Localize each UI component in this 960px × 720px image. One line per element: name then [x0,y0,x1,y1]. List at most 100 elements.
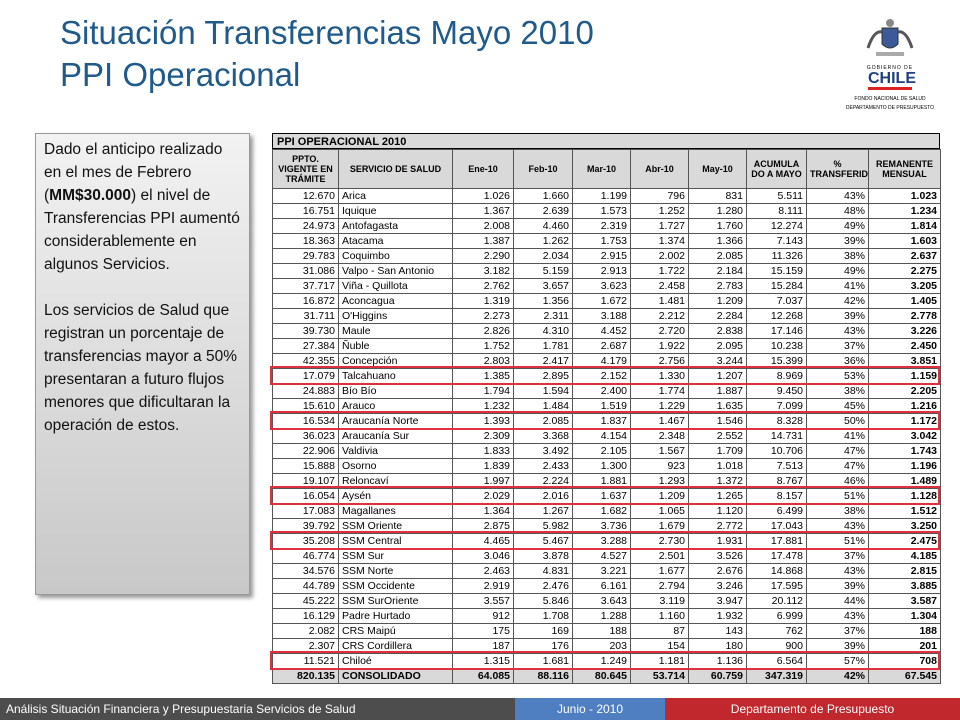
table-cell: 2.085 [513,413,573,429]
text: Dado el anticipo realizado en el mes de … [44,141,223,204]
table-cell: 3.878 [513,548,573,564]
table-row: 17.083 Magallanes 1.364 1.267 1.682 1.065 1.12… [272,503,941,519]
table-cell: 42.355 [272,353,339,369]
table-cell: 3.492 [513,443,573,459]
table-cell: 6.499 [746,503,807,519]
table-cell: 2.475 [868,533,941,549]
total-row: 820.135 CONSOLIDADO 64.085 88.116 80.645 53.7… [272,668,941,684]
table-cell: 2.016 [513,488,573,504]
table-cell: 1.319 [452,293,514,309]
table-row: 44.789 SSM Occidente 2.919 2.476 6.161 2.794 3… [272,578,941,594]
table-cell: 4.185 [868,548,941,564]
table-cell: 1.120 [688,503,747,519]
total-cell: 820.135 [272,668,339,684]
table-cell: 2.152 [572,368,631,384]
table-cell: 16.129 [272,608,339,624]
table-cell: 41% [806,428,869,444]
table-cell: 2.082 [272,623,339,639]
table-cell: 17.083 [272,503,339,519]
table-cell: 2.008 [452,218,514,234]
table-cell: 10.238 [746,338,807,354]
table-cell: 8.328 [746,413,807,429]
table-cell: 5.511 [746,188,807,204]
logo: GOBIERNO DE CHILE FONDO NACIONAL DE SALU… [840,18,940,111]
table-cell: 2.029 [452,488,514,504]
footer-center: Junio - 2010 [515,698,665,720]
table-cell: 17.079 [272,368,339,384]
table-cell: 49% [806,218,869,234]
table-cell: 3.042 [868,428,941,444]
table-cell: 16.751 [272,203,339,219]
table-cell: 2.783 [688,278,747,294]
table-cell: 50% [806,413,869,429]
table-row: 39.730 Maule 2.826 4.310 4.452 2.720 2.838 17.1… [272,323,941,339]
table-cell: 5.982 [513,518,573,534]
column-header: % TRANSFERIDO [806,149,869,189]
paragraph: Dado el anticipo realizado en el mes de … [44,138,241,276]
table-cell: 2.720 [630,323,689,339]
table-row: 17.079 Talcahuano 1.385 2.895 2.152 1.330 1.20… [272,368,941,384]
table-cell: 2.273 [452,308,514,324]
table-cell: Talcahuano [338,368,453,384]
table-cell: 1.722 [630,263,689,279]
table-cell: 1.467 [630,413,689,429]
table-row: 31.086 Valpo - San Antonio 3.182 5.159 2.913… [272,263,941,279]
table-cell: 3.250 [868,518,941,534]
table-cell: 912 [452,608,514,624]
table-row: 2.307 CRS Cordillera 187 176 203 154 180 900 39%… [272,638,941,654]
table-cell: 2.915 [572,248,631,264]
table-cell: 1.727 [630,218,689,234]
table-cell: 39.792 [272,518,339,534]
table-cell: 2.501 [630,548,689,564]
table-row: 15.610 Arauco 1.232 1.484 1.519 1.229 1.635 7.0… [272,398,941,414]
table-cell: 45% [806,398,869,414]
table-cell: 7.143 [746,233,807,249]
table-cell: 2.772 [688,518,747,534]
table-cell: 796 [630,188,689,204]
column-header: Ene-10 [452,149,514,189]
table-cell: 17.146 [746,323,807,339]
table-cell: SSM Occidente [338,578,453,594]
table-cell: 1.181 [630,653,689,669]
table-cell: 1.128 [868,488,941,504]
table-cell: 38% [806,248,869,264]
table-cell: 22.906 [272,443,339,459]
table-cell: 1.839 [452,458,514,474]
table-cell: 4.154 [572,428,631,444]
table-cell: 1.023 [868,188,941,204]
table-cell: 10.706 [746,443,807,459]
table-row: 46.774 SSM Sur 3.046 3.878 4.527 2.501 3.526 17… [272,548,941,564]
table-cell: 2.762 [452,278,514,294]
table-row: 39.792 SSM Oriente 2.875 5.982 3.736 1.679 2.7… [272,518,941,534]
table-cell: 31.086 [272,263,339,279]
table-cell: 1.573 [572,203,631,219]
table-cell: 53% [806,368,869,384]
table-cell: 41% [806,278,869,294]
table-cell: 1.265 [688,488,747,504]
total-cell: 88.116 [513,668,573,684]
table-cell: Iquique [338,203,453,219]
table-cell: 1.199 [572,188,631,204]
table-cell: 3.657 [513,278,573,294]
table-cell: 2.433 [513,458,573,474]
table-cell: Aysén [338,488,453,504]
title-line: Situación Transferencias Mayo 2010 [60,14,594,51]
table-cell: 2.450 [868,338,941,354]
table-cell: 1.234 [868,203,941,219]
table-cell: 24.973 [272,218,339,234]
table-cell: Viña - Quillota [338,278,453,294]
table-cell: 2.002 [630,248,689,264]
table-cell: 2.284 [688,308,747,324]
table-cell: 57% [806,653,869,669]
table-cell: 15.399 [746,353,807,369]
table-cell: 1.209 [630,488,689,504]
column-header: REMANENTE MENSUAL [868,149,941,189]
table-cell: 1.372 [688,473,747,489]
table-cell: 45.222 [272,593,339,609]
table-cell: 1.367 [452,203,514,219]
table-cell: 1.216 [868,398,941,414]
table-cell: 2.095 [688,338,747,354]
table-cell: 38% [806,383,869,399]
table-cell: 1.172 [868,413,941,429]
table-cell: 1.209 [688,293,747,309]
